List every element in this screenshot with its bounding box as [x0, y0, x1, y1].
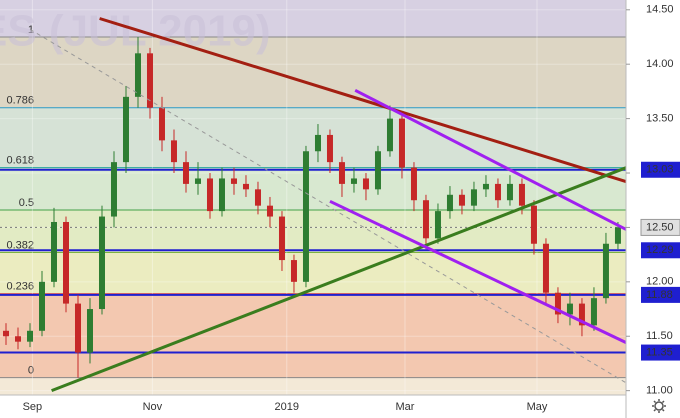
- candle-body: [614, 227, 621, 244]
- candle-body: [14, 336, 21, 342]
- candle-body: [146, 53, 153, 108]
- candle-body: [194, 178, 201, 184]
- candle-body: [242, 183, 249, 190]
- candle-body: [422, 200, 429, 239]
- candle-body: [122, 96, 129, 163]
- candle-body: [314, 134, 321, 152]
- candle-body: [278, 216, 285, 261]
- x-tick-label: 2019: [275, 401, 299, 413]
- last-price-label: 12.50: [646, 221, 674, 233]
- level-tag: [641, 344, 680, 361]
- candle-body: [350, 178, 357, 184]
- fib-zone: [0, 36, 626, 108]
- fib-zone: [0, 293, 626, 378]
- candle-body: [338, 162, 345, 184]
- trend-line: [29, 28, 626, 384]
- level-tag: [641, 242, 680, 259]
- y-tick-label: 13.50: [646, 113, 674, 125]
- candle-body: [386, 118, 393, 152]
- candle-body: [158, 107, 165, 141]
- level-tag: [641, 161, 680, 178]
- candle-body: [590, 298, 597, 326]
- candle-body: [230, 178, 237, 184]
- candle-body: [2, 330, 9, 337]
- candle-body: [458, 194, 465, 206]
- candle-body: [410, 167, 417, 201]
- x-tick-label: Mar: [395, 401, 414, 413]
- settings-icon[interactable]: [652, 399, 666, 413]
- y-tick-label: 11.00: [646, 385, 673, 397]
- candle-body: [566, 303, 573, 315]
- plot-content: [0, 17, 626, 393]
- y-tick-label: 12.00: [646, 276, 674, 288]
- axes: Sep Nov 2019 Mar May 11.00 11.50 12.00 12.50 13.0…: [23, 4, 680, 413]
- candle-body: [206, 178, 213, 212]
- candle-body: [374, 151, 381, 190]
- fib-label: 0: [28, 364, 34, 376]
- candle-body: [398, 118, 405, 168]
- trend-line: [51, 166, 626, 393]
- level-label: 12.29: [646, 244, 674, 256]
- trend-line: [354, 88, 626, 231]
- candle-body: [554, 292, 561, 315]
- level-label: 11.88: [646, 289, 673, 301]
- candle-body: [362, 178, 369, 190]
- candle-body: [218, 178, 225, 212]
- candle-body: [110, 162, 117, 217]
- fib-zone: [0, 107, 626, 168]
- candle-body: [602, 243, 609, 299]
- candle-body: [302, 151, 309, 282]
- candle-body: [86, 309, 93, 353]
- candle-body: [26, 330, 33, 342]
- trend-line: [329, 199, 626, 345]
- fib-label: 0.786: [6, 95, 34, 107]
- fib-label: 0.236: [6, 281, 34, 293]
- level-label: 13.03: [646, 164, 674, 176]
- candle-body: [50, 221, 57, 282]
- fib-zone: [0, 377, 626, 395]
- x-tick-label: Nov: [143, 401, 163, 413]
- candle-body: [134, 53, 141, 97]
- candle-body: [254, 189, 261, 206]
- y-tick-label: 11.50: [646, 330, 673, 342]
- x-tick-label: May: [527, 401, 548, 413]
- last-price-tag: [640, 218, 680, 236]
- candle-body: [506, 183, 513, 201]
- level-label: 11.35: [646, 346, 673, 358]
- x-tick-label: Sep: [23, 401, 43, 413]
- candle-body: [170, 140, 177, 163]
- candle-body: [518, 183, 525, 206]
- level-tag: [641, 286, 680, 303]
- candle-body: [266, 205, 273, 217]
- candle-body: [542, 243, 549, 293]
- candle-body: [446, 194, 453, 212]
- candle-body: [62, 221, 69, 304]
- candle-body: [182, 162, 189, 184]
- fib-label: 0.618: [6, 154, 34, 166]
- trend-line: [99, 17, 626, 184]
- candle-body: [470, 189, 477, 206]
- candle-body: [494, 183, 501, 201]
- candle-body: [530, 205, 537, 244]
- candle-body: [578, 303, 585, 326]
- y-tick-label: 14.50: [646, 4, 674, 16]
- time-axis: [0, 395, 626, 418]
- candle-body: [434, 211, 441, 239]
- candle-body: [38, 281, 45, 331]
- candle-body: [98, 216, 105, 310]
- candle-body: [290, 260, 297, 282]
- y-tick-label: 14.00: [646, 58, 674, 70]
- fib-label: 0.5: [19, 197, 34, 209]
- fib-label: 0.382: [6, 239, 34, 251]
- candle-body: [74, 303, 81, 353]
- candle-body: [326, 134, 333, 163]
- candle-body: [482, 183, 489, 190]
